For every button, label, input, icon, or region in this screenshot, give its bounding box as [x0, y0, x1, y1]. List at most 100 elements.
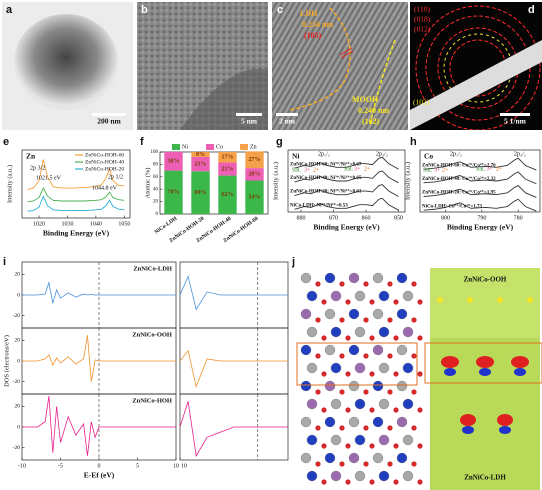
atom: [306, 398, 318, 410]
atom: [300, 272, 312, 284]
atom: [402, 362, 414, 374]
series-line: [423, 185, 537, 198]
atom: [363, 281, 369, 287]
series-line: [294, 184, 399, 197]
atom: [378, 470, 390, 482]
atom: [387, 353, 393, 359]
atom: [321, 407, 327, 413]
atom: [315, 461, 321, 467]
value-label: 62%: [222, 192, 234, 198]
atom: [363, 389, 369, 395]
atom: [369, 371, 375, 377]
x-tick-label: 1050: [118, 221, 130, 227]
atom: [369, 479, 375, 485]
atom: [330, 362, 342, 374]
atom: [339, 317, 345, 323]
value-label: 54%: [249, 195, 261, 201]
atom: [339, 461, 345, 467]
atom: [300, 380, 312, 392]
annotation: 2p₃/₂: [514, 151, 526, 157]
bar-segment: [245, 180, 264, 214]
atom: [402, 470, 414, 482]
atom: [396, 380, 408, 392]
atom: [363, 353, 369, 359]
atom: [363, 425, 369, 431]
dos-line: [22, 335, 176, 382]
atom: [324, 272, 336, 284]
plot-frame: [287, 149, 406, 213]
atom: [402, 434, 414, 446]
dos-zoom-line: [179, 401, 288, 458]
series-label: NiCo-LDH: Ni³⁺/Ni²⁺=0.53: [290, 202, 348, 208]
atom: [396, 416, 408, 428]
micrograph-a: [2, 2, 133, 130]
bar-segment: [191, 156, 210, 172]
atom: [315, 353, 321, 359]
y-tick-label: 20: [153, 200, 159, 205]
panel-title: Ni: [292, 152, 300, 161]
atom: [387, 389, 393, 395]
atom: [369, 335, 375, 341]
atom: [411, 281, 417, 287]
series-line: [423, 198, 537, 212]
atom: [387, 425, 393, 431]
atom: [417, 479, 423, 485]
atom: [402, 398, 414, 410]
annotation: MOOH: [352, 95, 379, 104]
series-label: ZnNiCo-HOH-20: Ni³⁺/Ni²⁺=0.61: [290, 189, 362, 195]
x-tick-label: 0: [98, 463, 101, 469]
value-label: 23%: [195, 161, 207, 167]
atom: [300, 416, 312, 428]
panel-label: j: [291, 256, 295, 268]
atom: [348, 380, 360, 392]
atom: [300, 344, 312, 356]
annotation: (012): [414, 25, 431, 34]
annotation: Sat.: [344, 166, 354, 172]
atom: [372, 272, 384, 284]
atom: [315, 389, 321, 395]
y-tick-label: 20: [15, 272, 21, 278]
y-axis-label: Intensity (a.u.): [6, 165, 13, 203]
x-tick-label: 10: [173, 463, 179, 469]
bar-segment: [164, 170, 183, 214]
legend-label: ZnNiCo-HOH-60: [85, 152, 124, 158]
atom: [345, 335, 351, 341]
atom: [345, 479, 351, 485]
value-label: 20%: [249, 172, 261, 178]
value-label: 69%: [195, 190, 207, 196]
x-tick-label: 800: [441, 215, 450, 221]
atom: [417, 371, 423, 377]
atom: [324, 416, 336, 428]
panel-label: h: [410, 136, 417, 148]
panel-label: e: [3, 136, 9, 148]
atom: [354, 470, 366, 482]
annotation: 2p₁/₂: [450, 151, 462, 157]
atom: [339, 353, 345, 359]
dos-line: [22, 396, 176, 456]
y-tick-label: 80: [153, 163, 159, 168]
annotation: 3+: [486, 166, 493, 172]
atom: [321, 299, 327, 305]
atom: [354, 362, 366, 374]
atom: [324, 344, 336, 356]
legend-label: Co: [216, 144, 223, 150]
annotation: 2+: [496, 166, 503, 172]
atom: [324, 452, 336, 464]
atom: [372, 344, 384, 356]
model-left: [296, 272, 423, 485]
series-line: [27, 195, 125, 212]
atom: [306, 290, 318, 302]
series-line: [294, 156, 399, 170]
plot-frame: [21, 149, 131, 219]
series-label: ZnNiCo-HOH-40: Co³⁺/Co²⁺=2.32: [422, 176, 496, 182]
atom: [339, 389, 345, 395]
y-axis-label: Intensity (a.u.): [272, 162, 279, 200]
atom: [411, 353, 417, 359]
annotation: 1044.8 eV: [92, 185, 118, 191]
x-tick-label: 1040: [90, 221, 102, 227]
atom: [402, 326, 414, 338]
x-axis-label: Binding Energy (eV): [447, 223, 514, 232]
atom: [348, 308, 360, 320]
x-tick-label: 1030: [61, 221, 73, 227]
atom: [378, 326, 390, 338]
